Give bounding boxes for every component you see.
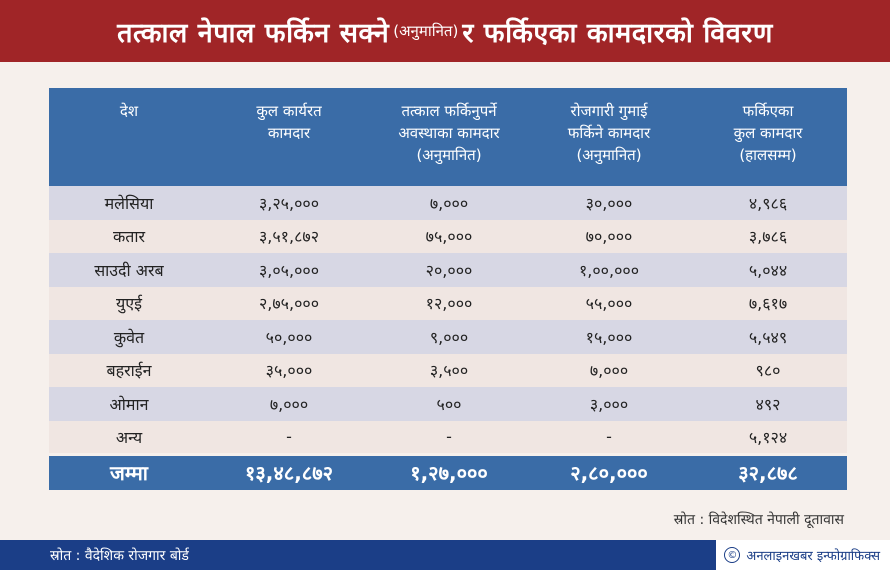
table-cell: - xyxy=(529,420,689,454)
table-row: युएई २,७५,००० १२,००० ५५,००० ७,६१७ xyxy=(49,286,847,320)
data-table-container: देश कुल कार्यरत कामदार तत्काल फर्किनुपर्न… xyxy=(49,88,847,490)
table-row: साउदी अरब ३,०५,००० २०,००० १,००,००० ५,०४४ xyxy=(49,253,847,287)
table-cell: ७०,००० xyxy=(529,219,689,253)
table-cell: ५,०४४ xyxy=(689,253,847,287)
table-cell: मलेसिया xyxy=(49,186,209,220)
table-cell: ३,०५,००० xyxy=(209,253,369,287)
table-row: ओमान ७,००० ५०० ३,००० ४९२ xyxy=(49,387,847,421)
table-row: कतार ३,५१,८७२ ७५,००० ७०,००० ३,७८६ xyxy=(49,219,847,253)
table-cell: १,००,००० xyxy=(529,253,689,287)
table-cell: ९८० xyxy=(689,353,847,387)
table-cell: - xyxy=(209,420,369,454)
total-cell: जम्मा xyxy=(49,452,209,490)
footer-source: स्रोत : वैदेशिक रोजगार बोर्ड xyxy=(50,548,189,564)
page-title-part2: र फर्किएका कामदारको विवरण xyxy=(462,17,773,49)
table-cell: ४,९८६ xyxy=(689,186,847,220)
table-cell: ५५,००० xyxy=(529,286,689,320)
column-header: फर्किएका कुल कामदार (हालसम्म) xyxy=(689,88,847,186)
table-cell: ५,५४९ xyxy=(689,320,847,354)
table-cell: युएई xyxy=(49,286,209,320)
table-cell: ३,५०० xyxy=(369,353,529,387)
table-header-row: देश कुल कार्यरत कामदार तत्काल फर्किनुपर्न… xyxy=(49,88,847,186)
table-cell: १५,००० xyxy=(529,320,689,354)
column-header: कुल कार्यरत कामदार xyxy=(209,88,369,186)
total-cell: २,८०,००० xyxy=(529,452,689,490)
total-cell: ३२,८७८ xyxy=(689,452,847,490)
credit-box: © अनलाइनखबर इन्फोग्राफिक्स xyxy=(716,540,890,570)
table-cell: ४९२ xyxy=(689,387,847,421)
table-cell: ७,००० xyxy=(529,353,689,387)
table-cell: २०,००० xyxy=(369,253,529,287)
table-row: कुवेत ५०,००० ९,००० १५,००० ५,५४९ xyxy=(49,320,847,354)
header-banner: तत्काल नेपाल फर्किन सक्ने (अनुमानित) र फ… xyxy=(0,0,890,62)
data-table: देश कुल कार्यरत कामदार तत्काल फर्किनुपर्न… xyxy=(49,88,847,490)
credit-text: अनलाइनखबर इन्फोग्राफिक्स xyxy=(746,549,880,564)
table-cell: ओमान xyxy=(49,387,209,421)
table-cell: ३,७८६ xyxy=(689,219,847,253)
table-cell: ५,१२४ xyxy=(689,420,847,454)
table-cell: ७५,००० xyxy=(369,219,529,253)
table-cell: ५०० xyxy=(369,387,529,421)
column-header: तत्काल फर्किनुपर्ने अवस्थाका कामदार (अनुमा… xyxy=(369,88,529,186)
table-cell: ३,००० xyxy=(529,387,689,421)
table-total-row: जम्मा १३,४८,८७२ १,२७,००० २,८०,००० ३२,८७८ xyxy=(49,452,847,490)
table-cell: अन्य xyxy=(49,420,209,454)
table-cell: ५०,००० xyxy=(209,320,369,354)
page-title-note: (अनुमानित) xyxy=(393,22,459,40)
table-cell: - xyxy=(369,420,529,454)
table-row: मलेसिया ३,२५,००० ७,००० ३०,००० ४,९८६ xyxy=(49,186,847,220)
table-cell: कुवेत xyxy=(49,320,209,354)
table-cell: बहराईन xyxy=(49,353,209,387)
table-cell: ३,२५,००० xyxy=(209,186,369,220)
table-cell: ७,००० xyxy=(369,186,529,220)
table-cell: ३,५१,८७२ xyxy=(209,219,369,253)
table-cell: ९,००० xyxy=(369,320,529,354)
column-header: देश xyxy=(49,88,209,186)
table-cell: साउदी अरब xyxy=(49,253,209,287)
table-cell: १२,००० xyxy=(369,286,529,320)
table-row: अन्य - - - ५,१२४ xyxy=(49,420,847,454)
footer-bar: स्रोत : वैदेशिक रोजगार बोर्ड © अनलाइनखबर… xyxy=(0,540,890,570)
source-note: स्रोत : विदेशस्थित नेपाली दूतावास xyxy=(673,512,844,528)
table-cell: २,७५,००० xyxy=(209,286,369,320)
table-cell: ७,६१७ xyxy=(689,286,847,320)
copyright-icon: © xyxy=(724,547,741,563)
table-cell: कतार xyxy=(49,219,209,253)
table-cell: ३५,००० xyxy=(209,353,369,387)
total-cell: १३,४८,८७२ xyxy=(209,452,369,490)
table-cell: ७,००० xyxy=(209,387,369,421)
table-cell: ३०,००० xyxy=(529,186,689,220)
page-title-part1: तत्काल नेपाल फर्किन सक्ने xyxy=(117,17,390,49)
table-row: बहराईन ३५,००० ३,५०० ७,००० ९८० xyxy=(49,353,847,387)
column-header: रोजगारी गुमाई फर्किने कामदार (अनुमानित) xyxy=(529,88,689,186)
total-cell: १,२७,००० xyxy=(369,452,529,490)
